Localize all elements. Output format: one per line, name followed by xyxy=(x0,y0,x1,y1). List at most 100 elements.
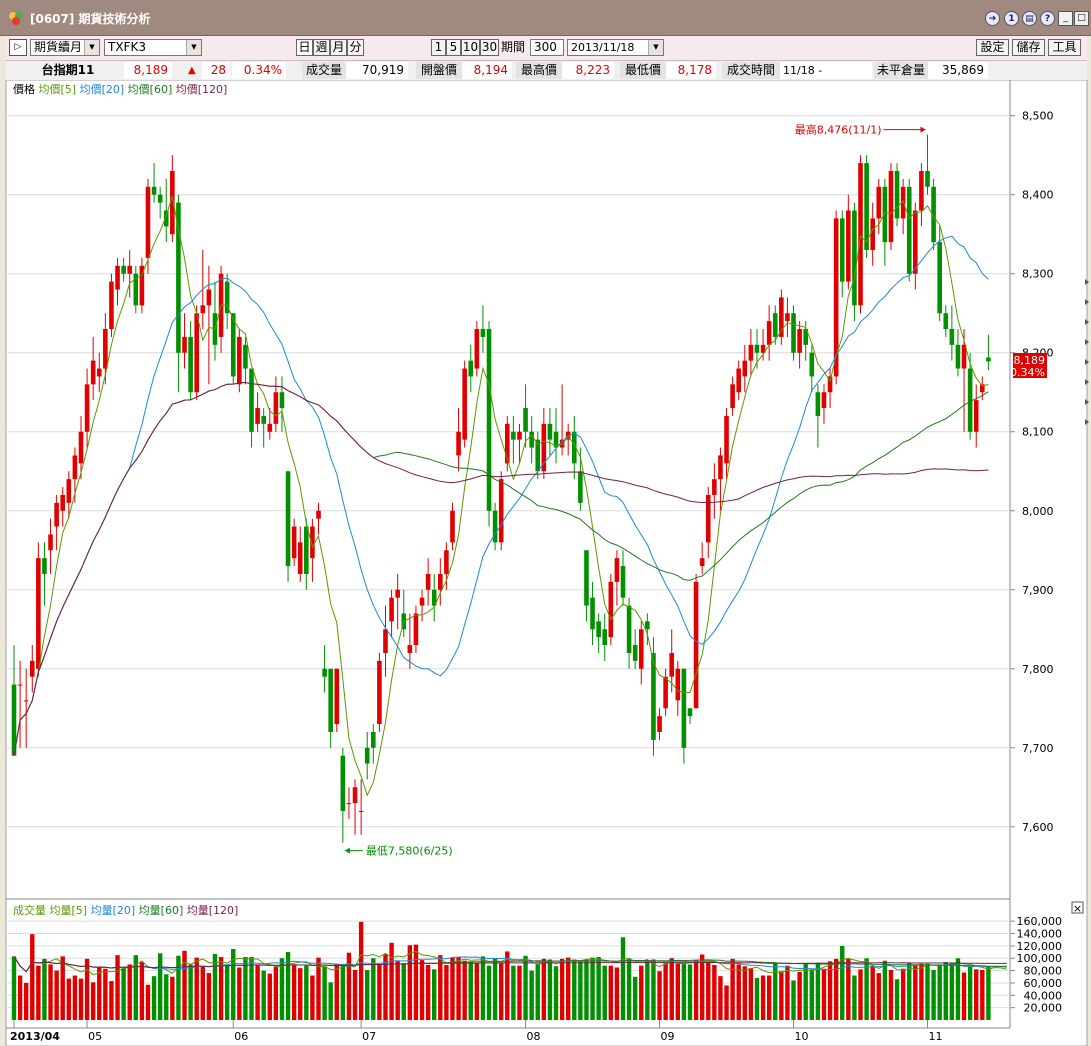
save-button[interactable]: 儲存 xyxy=(1012,39,1045,56)
open-value: 8,194 xyxy=(462,62,512,79)
candle-body xyxy=(84,384,90,432)
candle-body xyxy=(11,684,17,756)
price-tag-value: 8,189 xyxy=(1014,354,1046,367)
candle-body xyxy=(261,415,266,424)
export-icon[interactable]: ➔ xyxy=(985,11,1000,26)
candle-body xyxy=(882,186,888,243)
candle-body xyxy=(852,210,857,306)
help-icon[interactable]: ? xyxy=(1040,11,1055,26)
window-title: [0607] 期貨技術分析 xyxy=(30,12,151,26)
candle-body xyxy=(346,803,352,805)
period-input[interactable]: 300 xyxy=(530,39,564,56)
price-tick-label: 8,500 xyxy=(1022,110,1054,123)
minimize-icon[interactable]: _ xyxy=(1058,11,1073,26)
contract-select[interactable]: 期貨續月 ▼ xyxy=(30,39,100,56)
freq-week-button[interactable]: 週 xyxy=(313,39,330,56)
volume-bar xyxy=(188,964,193,1020)
candle-body xyxy=(931,186,936,243)
candle-body xyxy=(925,171,930,187)
volume-bar xyxy=(176,955,181,1020)
play-icon[interactable]: ▷ xyxy=(9,39,27,56)
volume-bar xyxy=(766,975,772,1020)
volume-bar xyxy=(170,976,175,1020)
volume-bar xyxy=(797,971,802,1020)
volume-bar xyxy=(760,975,766,1020)
candle-body xyxy=(425,573,431,590)
arrow-right-icon xyxy=(920,126,926,133)
candle-body xyxy=(815,392,821,416)
volume-bar xyxy=(243,957,248,1020)
candle-body xyxy=(846,210,851,282)
candle-body xyxy=(188,336,193,393)
candle-body xyxy=(736,368,742,393)
volume-bar xyxy=(365,969,370,1020)
volume-bar xyxy=(803,963,808,1020)
freq-day-button[interactable]: 日 xyxy=(296,39,313,56)
volume-bar xyxy=(572,959,577,1020)
candle-body xyxy=(328,668,333,732)
candle-body xyxy=(511,431,516,440)
price-legend-item: 均價[20] xyxy=(76,82,124,96)
volume-legend-item: 均量[60] xyxy=(135,904,183,917)
volume-bar xyxy=(261,970,266,1020)
minute-5-button[interactable]: 5 xyxy=(446,39,461,56)
symbol-select[interactable]: TXFK3 ▼ xyxy=(104,39,202,56)
candle-body xyxy=(620,566,626,598)
volume-bar xyxy=(383,953,388,1020)
candle-body xyxy=(413,613,419,646)
candle-body xyxy=(444,550,449,574)
candle-body xyxy=(279,392,285,409)
volume-bar xyxy=(742,966,747,1020)
x-tick-label: 11 xyxy=(929,1030,943,1043)
candle-body xyxy=(876,186,882,219)
candle-body xyxy=(364,747,370,764)
candle-body xyxy=(395,589,400,598)
volume-bar xyxy=(882,960,888,1020)
candle-body xyxy=(468,360,474,377)
candle-body xyxy=(297,542,303,574)
info-icon[interactable]: 1 xyxy=(1004,11,1019,26)
volume-bar xyxy=(322,966,327,1020)
x-tick-label: 09 xyxy=(661,1030,675,1043)
candle-body xyxy=(681,668,687,748)
freq-month-button[interactable]: 月 xyxy=(330,39,347,56)
vol-ma120-line xyxy=(13,956,1007,973)
volume-bar xyxy=(407,945,413,1020)
volume-bar xyxy=(36,965,41,1020)
volume-bar xyxy=(444,965,449,1020)
freq-minute-button[interactable]: 分 xyxy=(347,39,364,56)
candle-body xyxy=(669,652,675,677)
volume-bar xyxy=(474,963,480,1020)
candle-body xyxy=(109,281,114,330)
volume-bar xyxy=(486,965,492,1020)
volume-bar xyxy=(961,972,967,1020)
maximize-icon[interactable]: □ xyxy=(1074,11,1089,26)
x-tick-label: 05 xyxy=(88,1030,102,1043)
volume-panel-close[interactable]: × xyxy=(1071,901,1084,915)
candle-body xyxy=(504,423,510,464)
volume-bar xyxy=(334,963,339,1020)
candle-body xyxy=(419,597,425,606)
print-icon[interactable]: ▤ xyxy=(1022,11,1037,26)
minute-1-button[interactable]: 1 xyxy=(431,39,446,56)
volume-bar xyxy=(663,963,668,1020)
scroll-marker-icon xyxy=(1085,319,1089,325)
candle-body xyxy=(66,479,72,503)
volume-bar xyxy=(919,963,924,1020)
close-icon[interactable]: × xyxy=(1073,902,1082,915)
volume-bar xyxy=(584,959,589,1020)
minute-10-button[interactable]: 10 xyxy=(461,39,480,56)
candle-body xyxy=(955,344,961,369)
scroll-marker-icon xyxy=(1085,299,1089,305)
minute-30-button[interactable]: 30 xyxy=(480,39,499,56)
volume-bar xyxy=(840,945,845,1020)
settings-button[interactable]: 設定 xyxy=(976,39,1009,56)
volume-bar xyxy=(523,955,528,1020)
date-select[interactable]: 2013/11/18 ▼ xyxy=(567,39,664,56)
candle-body xyxy=(663,676,668,709)
volume-bar xyxy=(511,965,516,1020)
volume-bar xyxy=(145,984,151,1020)
volume-bar xyxy=(133,955,138,1020)
price-legend-item: 均價[60] xyxy=(124,82,172,96)
tools-button[interactable]: 工具 xyxy=(1048,39,1081,56)
